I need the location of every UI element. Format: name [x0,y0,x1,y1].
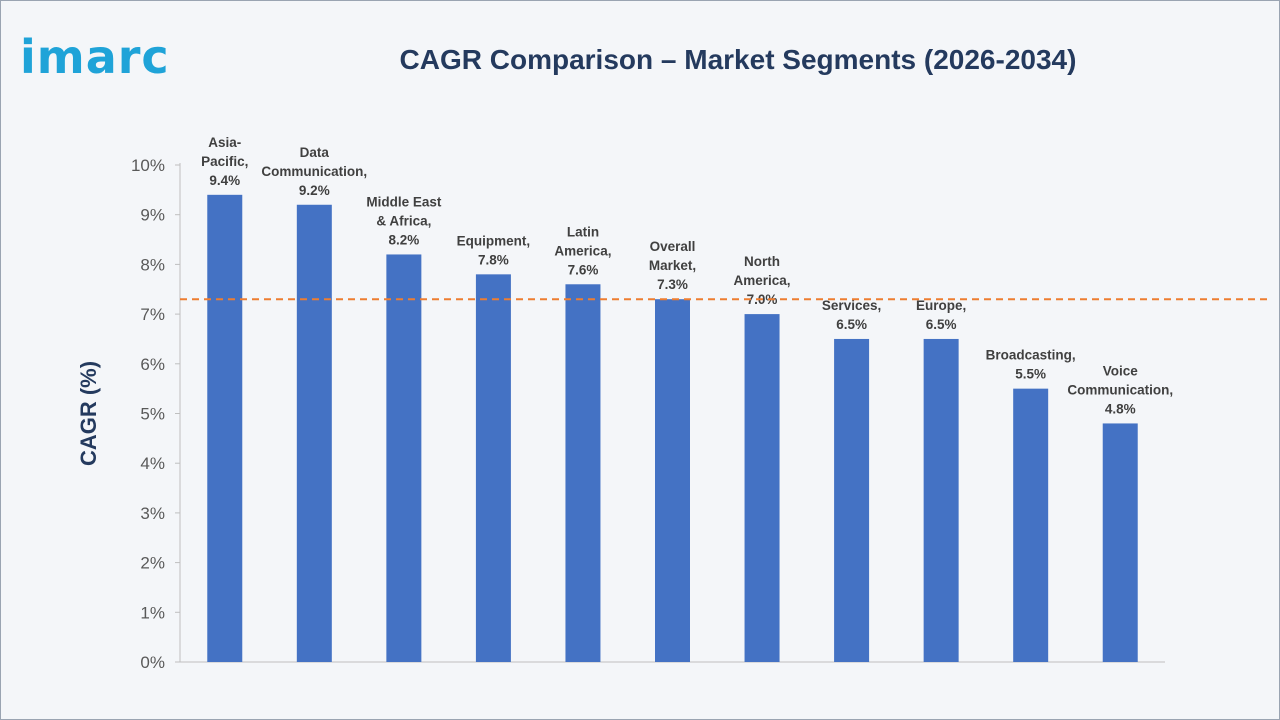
bar-label-line: Overall [650,239,696,254]
bar-data-label: Services, 6.5% [822,298,881,332]
bar [565,284,601,662]
bar-label-line: Asia- [208,135,241,150]
bar-label-line: Broadcasting, [986,348,1076,363]
bar-label-line: Services, [822,298,881,313]
bar-label-line: 7.8% [478,252,509,267]
bar-label-line: 4.8% [1105,401,1136,416]
bar-label-line: 6.5% [926,317,957,332]
bar-label-line: 6.5% [836,317,867,332]
y-tick-label: 8% [140,255,165,274]
bar [923,338,959,662]
bar [655,299,690,662]
bar-label-line: 5.5% [1015,367,1046,382]
bar-label-line: America, [734,273,791,288]
bar-label-line: 8.2% [388,232,419,247]
bar-label-line: 9.4% [209,173,240,188]
y-tick-label: 1% [140,603,165,622]
bar-label-line: Voice [1103,363,1139,378]
bar-label-line: Market, [649,258,696,273]
imarc-logo: imarc [20,30,170,84]
y-axis-title: CAGR (%) [76,361,101,466]
bar-label-line: 7.6% [568,262,599,277]
bar-label-line: Pacific, [201,154,248,169]
bar [296,204,332,662]
bar-label-line: America, [554,243,611,258]
bar-label-line: 9.2% [299,183,330,198]
bar-label-line: Europe, [916,298,966,313]
bar-label-line: Middle East [366,194,442,209]
y-tick-label: 5% [140,405,165,424]
bar [1102,423,1138,662]
bar-data-label: Europe, 6.5% [916,298,966,332]
bar-data-label: Overall Market, 7.3% [649,239,696,292]
y-tick-label: 4% [140,454,165,473]
y-tick-label: 6% [140,355,165,374]
bar-label-line: Communication, [1067,382,1173,397]
bar-data-label: Voice Communication, 4.8% [1067,363,1173,416]
chart-title: CAGR Comparison – Market Segments (2026-… [399,44,1077,75]
y-tick-label: 3% [140,504,165,523]
y-tick-label: 7% [140,305,165,324]
bar-data-label: Latin America, 7.6% [554,224,611,277]
bar [475,274,511,662]
bar-label-line: North [744,254,780,269]
bar [834,338,870,662]
bar [1013,388,1049,662]
bar-data-label: Asia- Pacific, 9.4% [201,135,248,188]
bar [386,254,422,662]
bar [207,194,243,662]
y-tick-label: 0% [140,653,165,672]
bar [744,314,780,662]
bar-label-line: Data [300,145,330,160]
bar-data-label: Broadcasting, 5.5% [986,348,1076,382]
bar-label-line: Equipment, [457,233,531,248]
bar-data-label: Middle East & Africa, 8.2% [366,194,442,247]
bar-label-line: 7.3% [657,277,688,292]
y-tick-label: 2% [140,554,165,573]
bar-label-line: Latin [567,224,599,239]
y-tick-label: 9% [140,206,165,225]
bar-data-label: Data Communication, 9.2% [261,145,367,198]
bar-data-label: Equipment, 7.8% [457,233,531,267]
bar-label-line: & Africa, [376,213,431,228]
bar-label-line: Communication, [261,164,367,179]
y-tick-label: 10% [131,156,165,175]
